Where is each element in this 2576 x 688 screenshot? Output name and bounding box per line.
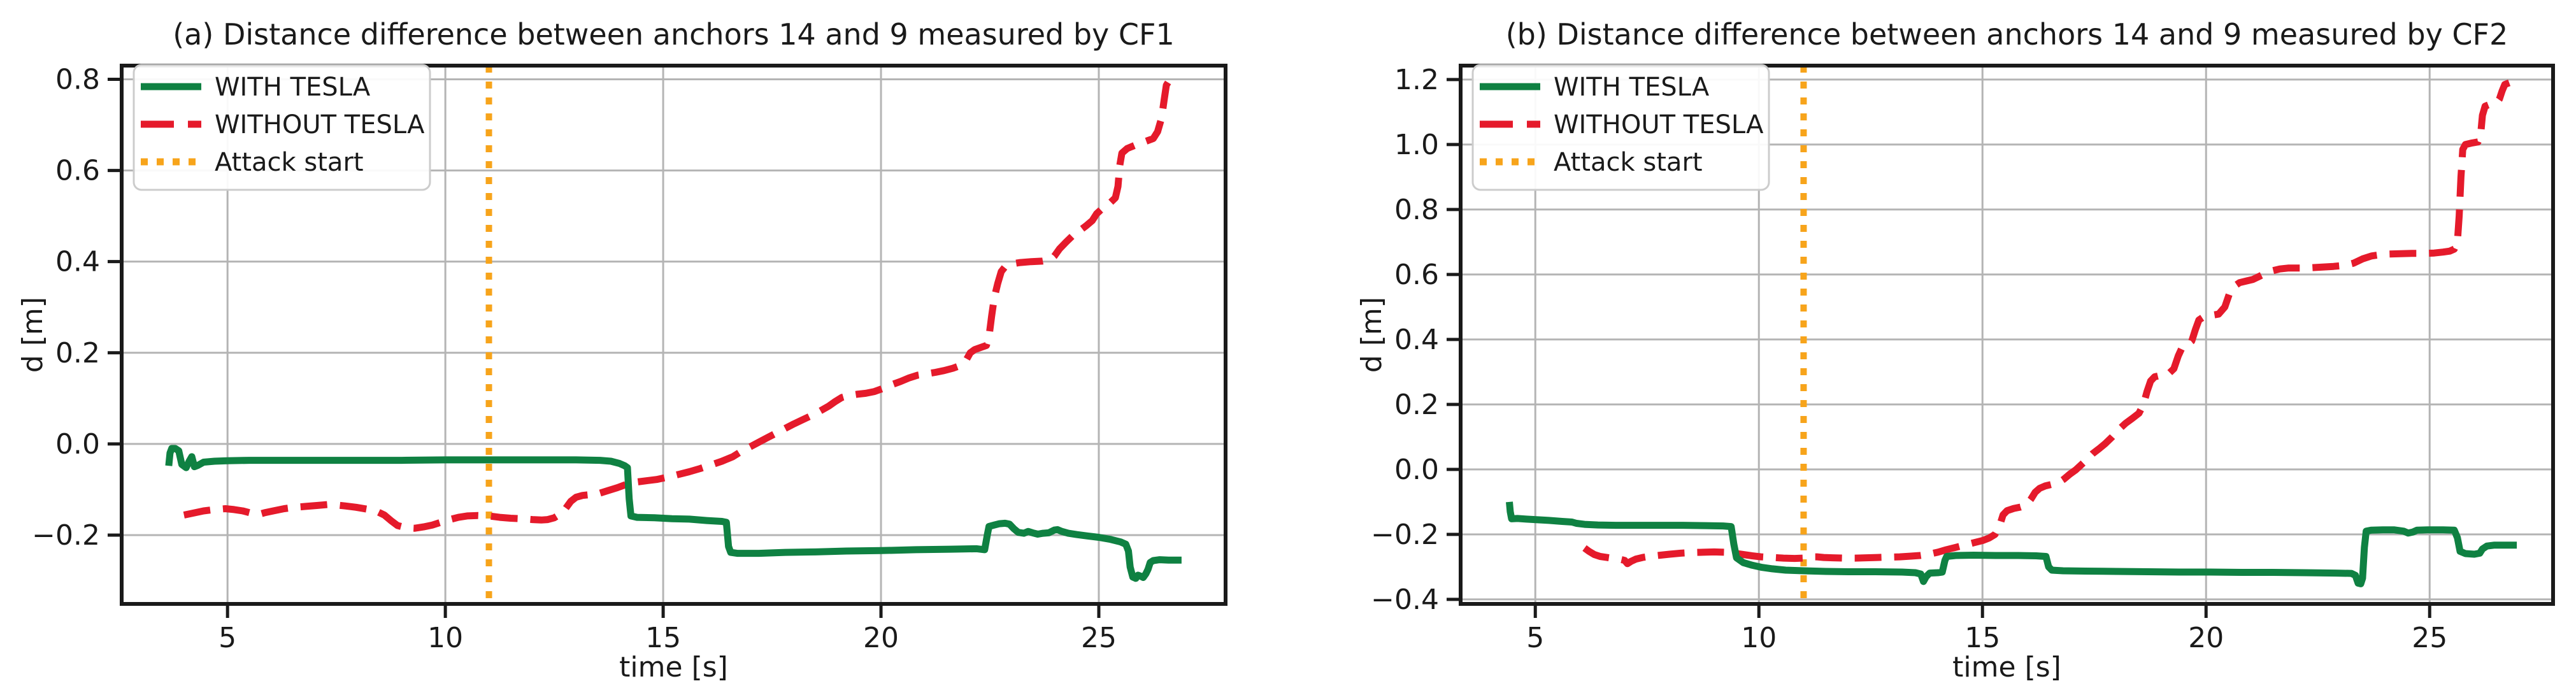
chart-a: 5 10 15 20 25 −0.2 0.0 0.2 0.4 0.6 0.8 (a) Distance…: [17, 17, 1227, 684]
x-tick-label: 15: [645, 622, 681, 654]
chart-b: 5 10 15 20 25 −0.4 −0.2 0.0 0.2 0.4 0.6 0.8 1.0 1.2 (b…: [1288, 0, 2576, 688]
legend-label: WITHOUT TESLA: [215, 110, 425, 140]
x-tick-label: 5: [1526, 622, 1544, 654]
y-tick-label: −0.2: [1371, 519, 1439, 551]
y-axis-label: d [m]: [1356, 297, 1388, 373]
y-tick-label: 0.8: [55, 63, 100, 96]
y-tick-label: 0.8: [1394, 194, 1439, 226]
x-axis-label: time [s]: [619, 651, 728, 684]
y-tick-label: −0.2: [32, 519, 100, 552]
y-tick-label: 1.0: [1394, 129, 1439, 161]
y-tick-label: 1.2: [1394, 64, 1439, 96]
y-tick-label: 0.0: [55, 428, 100, 461]
series-with-tesla: [165, 445, 1182, 582]
legend-label: WITHOUT TESLA: [1554, 110, 1764, 140]
y-tick-label: 0.0: [1394, 454, 1439, 486]
y-tick-label: 0.6: [55, 155, 100, 187]
series-with-tesla: [1506, 501, 2517, 587]
legend-label: Attack start: [215, 148, 364, 177]
legend-label: Attack start: [1554, 148, 1703, 177]
y-axis-label: d [m]: [17, 297, 49, 373]
y-tick-label: 0.6: [1394, 259, 1439, 291]
y-tick-label: 0.4: [55, 246, 100, 278]
legend-label: WITH TESLA: [215, 73, 371, 102]
x-tick-label: 10: [1741, 622, 1777, 654]
x-tick-label: 15: [1964, 622, 2000, 654]
x-tick-label: 25: [2412, 622, 2447, 654]
x-tick-label: 5: [218, 622, 236, 654]
x-tick-label: 25: [1081, 622, 1117, 654]
y-tick-label: −0.4: [1371, 584, 1439, 616]
axes-spines: [120, 64, 1227, 606]
x-tick-label: 20: [2188, 622, 2224, 654]
legend-box: [1471, 64, 1770, 191]
series-without-tesla: [1582, 79, 2511, 568]
y-tick-label: 0.4: [1394, 324, 1439, 356]
chart-title: (a) Distance difference between anchors …: [173, 17, 1175, 52]
legend-box: [132, 64, 431, 191]
x-tick-label: 10: [427, 622, 463, 654]
chart-title: (b) Distance difference between anchors …: [1506, 17, 2508, 52]
y-tick-label: 0.2: [55, 337, 100, 369]
y-tick-label: 0.2: [1394, 389, 1439, 421]
x-tick-label: 20: [863, 622, 899, 654]
axes-spines: [1459, 64, 2555, 606]
legend-label: WITH TESLA: [1554, 73, 1710, 102]
series-without-tesla: [183, 76, 1180, 532]
x-axis-label: time [s]: [1952, 651, 2061, 684]
